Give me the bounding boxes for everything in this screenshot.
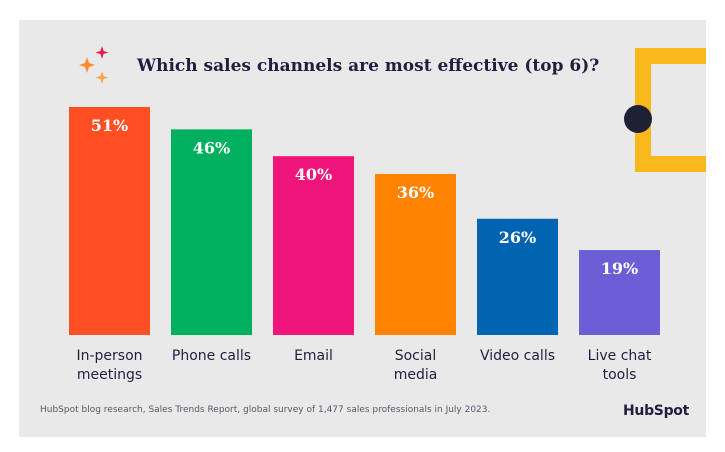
chart-title: Which sales channels are most effective … xyxy=(137,56,600,76)
bar-value-label: 36% xyxy=(397,183,434,202)
category-label-line: Live chat xyxy=(588,348,652,364)
bar-value-label: 26% xyxy=(499,228,536,247)
bar-5 xyxy=(579,250,660,335)
category-label-line: Email xyxy=(294,348,333,364)
category-label-line: Video calls xyxy=(480,348,555,364)
category-label-line: Phone calls xyxy=(172,348,251,364)
decorative-dot xyxy=(624,105,652,133)
category-label: Social media xyxy=(394,348,438,383)
bar-value-label: 40% xyxy=(295,165,332,184)
category-label-line: media xyxy=(394,367,438,383)
bar-value-label: 19% xyxy=(601,259,638,278)
category-label: Video calls xyxy=(480,348,555,364)
sparkle-icon xyxy=(79,46,109,84)
bar-2 xyxy=(273,156,354,335)
source-footnote: HubSpot blog research, Sales Trends Repo… xyxy=(40,405,491,415)
hubspot-logo: HubSpot xyxy=(623,403,690,419)
category-label: Phone calls xyxy=(172,348,251,364)
bar-chart: 51% In-person meetings 46% Phone calls 40% Ema… xyxy=(69,107,660,383)
category-label: Live chat tools xyxy=(588,348,652,383)
bar-value-label: 51% xyxy=(91,116,128,135)
chart-card: Which sales channels are most effective … xyxy=(19,20,706,437)
category-label: Email xyxy=(294,348,333,364)
category-label-line: Social xyxy=(395,348,437,364)
bar-4 xyxy=(477,218,558,335)
category-label-line: In-person xyxy=(76,348,142,364)
category-label-line: tools xyxy=(603,367,637,383)
bar-1 xyxy=(171,129,252,335)
bar-0 xyxy=(69,107,150,335)
bar-value-label: 46% xyxy=(193,138,230,157)
category-label-line: meetings xyxy=(77,367,142,383)
bar-3 xyxy=(375,174,456,335)
category-label: In-person meetings xyxy=(76,348,142,383)
